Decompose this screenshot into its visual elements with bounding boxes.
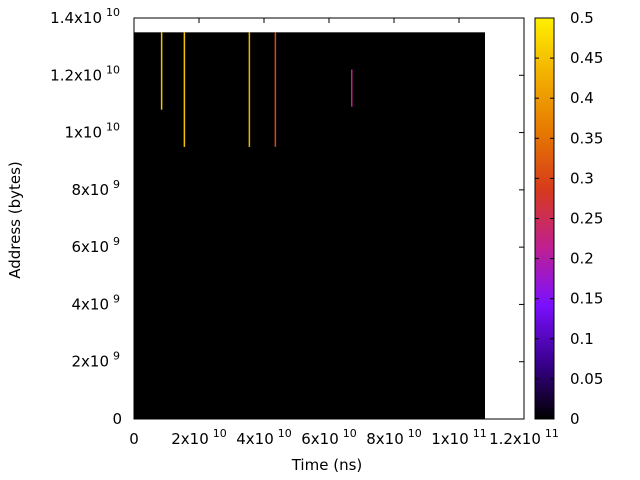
heatmap-background bbox=[134, 32, 485, 419]
colorbar-tick-label: 0.05 bbox=[570, 370, 603, 388]
y-tick-label: 8x10 9 bbox=[71, 178, 120, 199]
y-tick-label: 0 bbox=[112, 410, 122, 428]
y-axis-label: Address (bytes) bbox=[6, 161, 24, 279]
x-tick-label: 1.2x10 11 bbox=[489, 427, 559, 448]
colorbar-tick-label: 0.25 bbox=[570, 210, 603, 228]
x-tick-label: 1x10 11 bbox=[431, 427, 487, 448]
colorbar-tick-label: 0 bbox=[570, 410, 580, 428]
y-tick-label: 4x10 9 bbox=[71, 292, 120, 313]
colorbar-tick-label: 0.5 bbox=[570, 9, 594, 27]
colorbar-tick-label: 0.35 bbox=[570, 129, 603, 147]
colorbar-tick-label: 0.45 bbox=[570, 49, 603, 67]
plot-area bbox=[133, 17, 525, 420]
y-tick-label: 2x10 9 bbox=[71, 350, 120, 371]
colorbar-tick-label: 0.3 bbox=[570, 169, 594, 187]
y-tick-label: 1.2x10 10 bbox=[50, 63, 120, 84]
colorbar-tick-label: 0.1 bbox=[570, 330, 594, 348]
colorbar-tick-label: 0.4 bbox=[570, 89, 594, 107]
x-tick-label: 4x10 10 bbox=[236, 427, 292, 448]
x-tick-label: 8x10 10 bbox=[366, 427, 422, 448]
x-tick-label: 0 bbox=[129, 430, 139, 448]
x-tick-label: 2x10 10 bbox=[171, 427, 227, 448]
x-axis: 0 2x10 10 4x10 10 6x10 10 8x10 10 1x10 11 1.2x10 11 bbox=[129, 18, 559, 448]
colorbar: 0 0.05 0.1 0.15 0.2 0.25 0.3 0.35 0.4 0.45 0.5 bbox=[534, 9, 603, 428]
x-tick-label: 6x10 10 bbox=[301, 427, 357, 448]
y-tick-label: 1x10 10 bbox=[64, 121, 120, 142]
colorbar-tick-label: 0.15 bbox=[570, 290, 603, 308]
y-tick-label: 6x10 9 bbox=[71, 235, 120, 256]
colorbar-tick-label: 0.2 bbox=[570, 250, 594, 268]
x-axis-label: Time (ns) bbox=[291, 456, 363, 474]
y-axis: 0 2x10 9 4x10 9 6x10 9 8x10 9 1x10 10 1.2x10 10 1.4x1… bbox=[50, 6, 524, 428]
y-tick-label: 1.4x10 10 bbox=[50, 6, 120, 27]
